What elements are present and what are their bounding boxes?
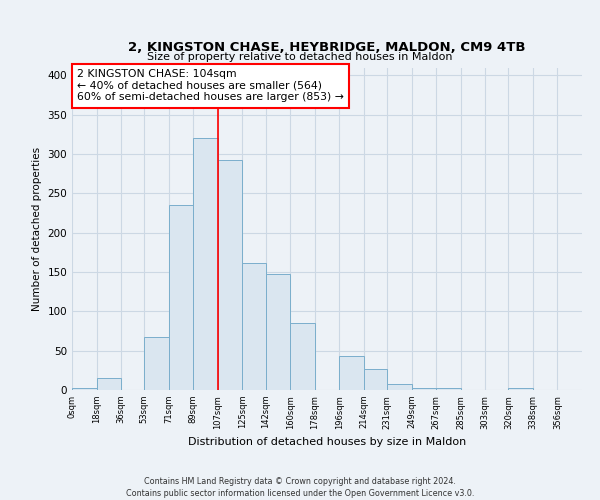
Bar <box>412 388 436 390</box>
Text: 2 KINGSTON CHASE: 104sqm
← 40% of detached houses are smaller (564)
60% of semi-: 2 KINGSTON CHASE: 104sqm ← 40% of detach… <box>77 69 344 102</box>
Bar <box>242 262 266 390</box>
Y-axis label: Number of detached properties: Number of detached properties <box>32 146 42 311</box>
Bar <box>72 388 97 390</box>
Bar <box>169 205 193 390</box>
Bar <box>436 388 461 390</box>
X-axis label: Distribution of detached houses by size in Maldon: Distribution of detached houses by size … <box>188 437 466 447</box>
Bar <box>364 369 387 390</box>
Bar <box>193 138 218 390</box>
Title: 2, KINGSTON CHASE, HEYBRIDGE, MALDON, CM9 4TB: 2, KINGSTON CHASE, HEYBRIDGE, MALDON, CM… <box>128 41 526 54</box>
Bar <box>97 378 121 390</box>
Bar <box>387 384 412 390</box>
Bar <box>339 356 364 390</box>
Bar <box>218 160 242 390</box>
Text: Size of property relative to detached houses in Maldon: Size of property relative to detached ho… <box>147 52 453 62</box>
Bar <box>290 323 315 390</box>
Bar <box>144 336 169 390</box>
Text: Contains HM Land Registry data © Crown copyright and database right 2024.
Contai: Contains HM Land Registry data © Crown c… <box>126 476 474 498</box>
Bar <box>266 274 290 390</box>
Bar <box>508 388 533 390</box>
